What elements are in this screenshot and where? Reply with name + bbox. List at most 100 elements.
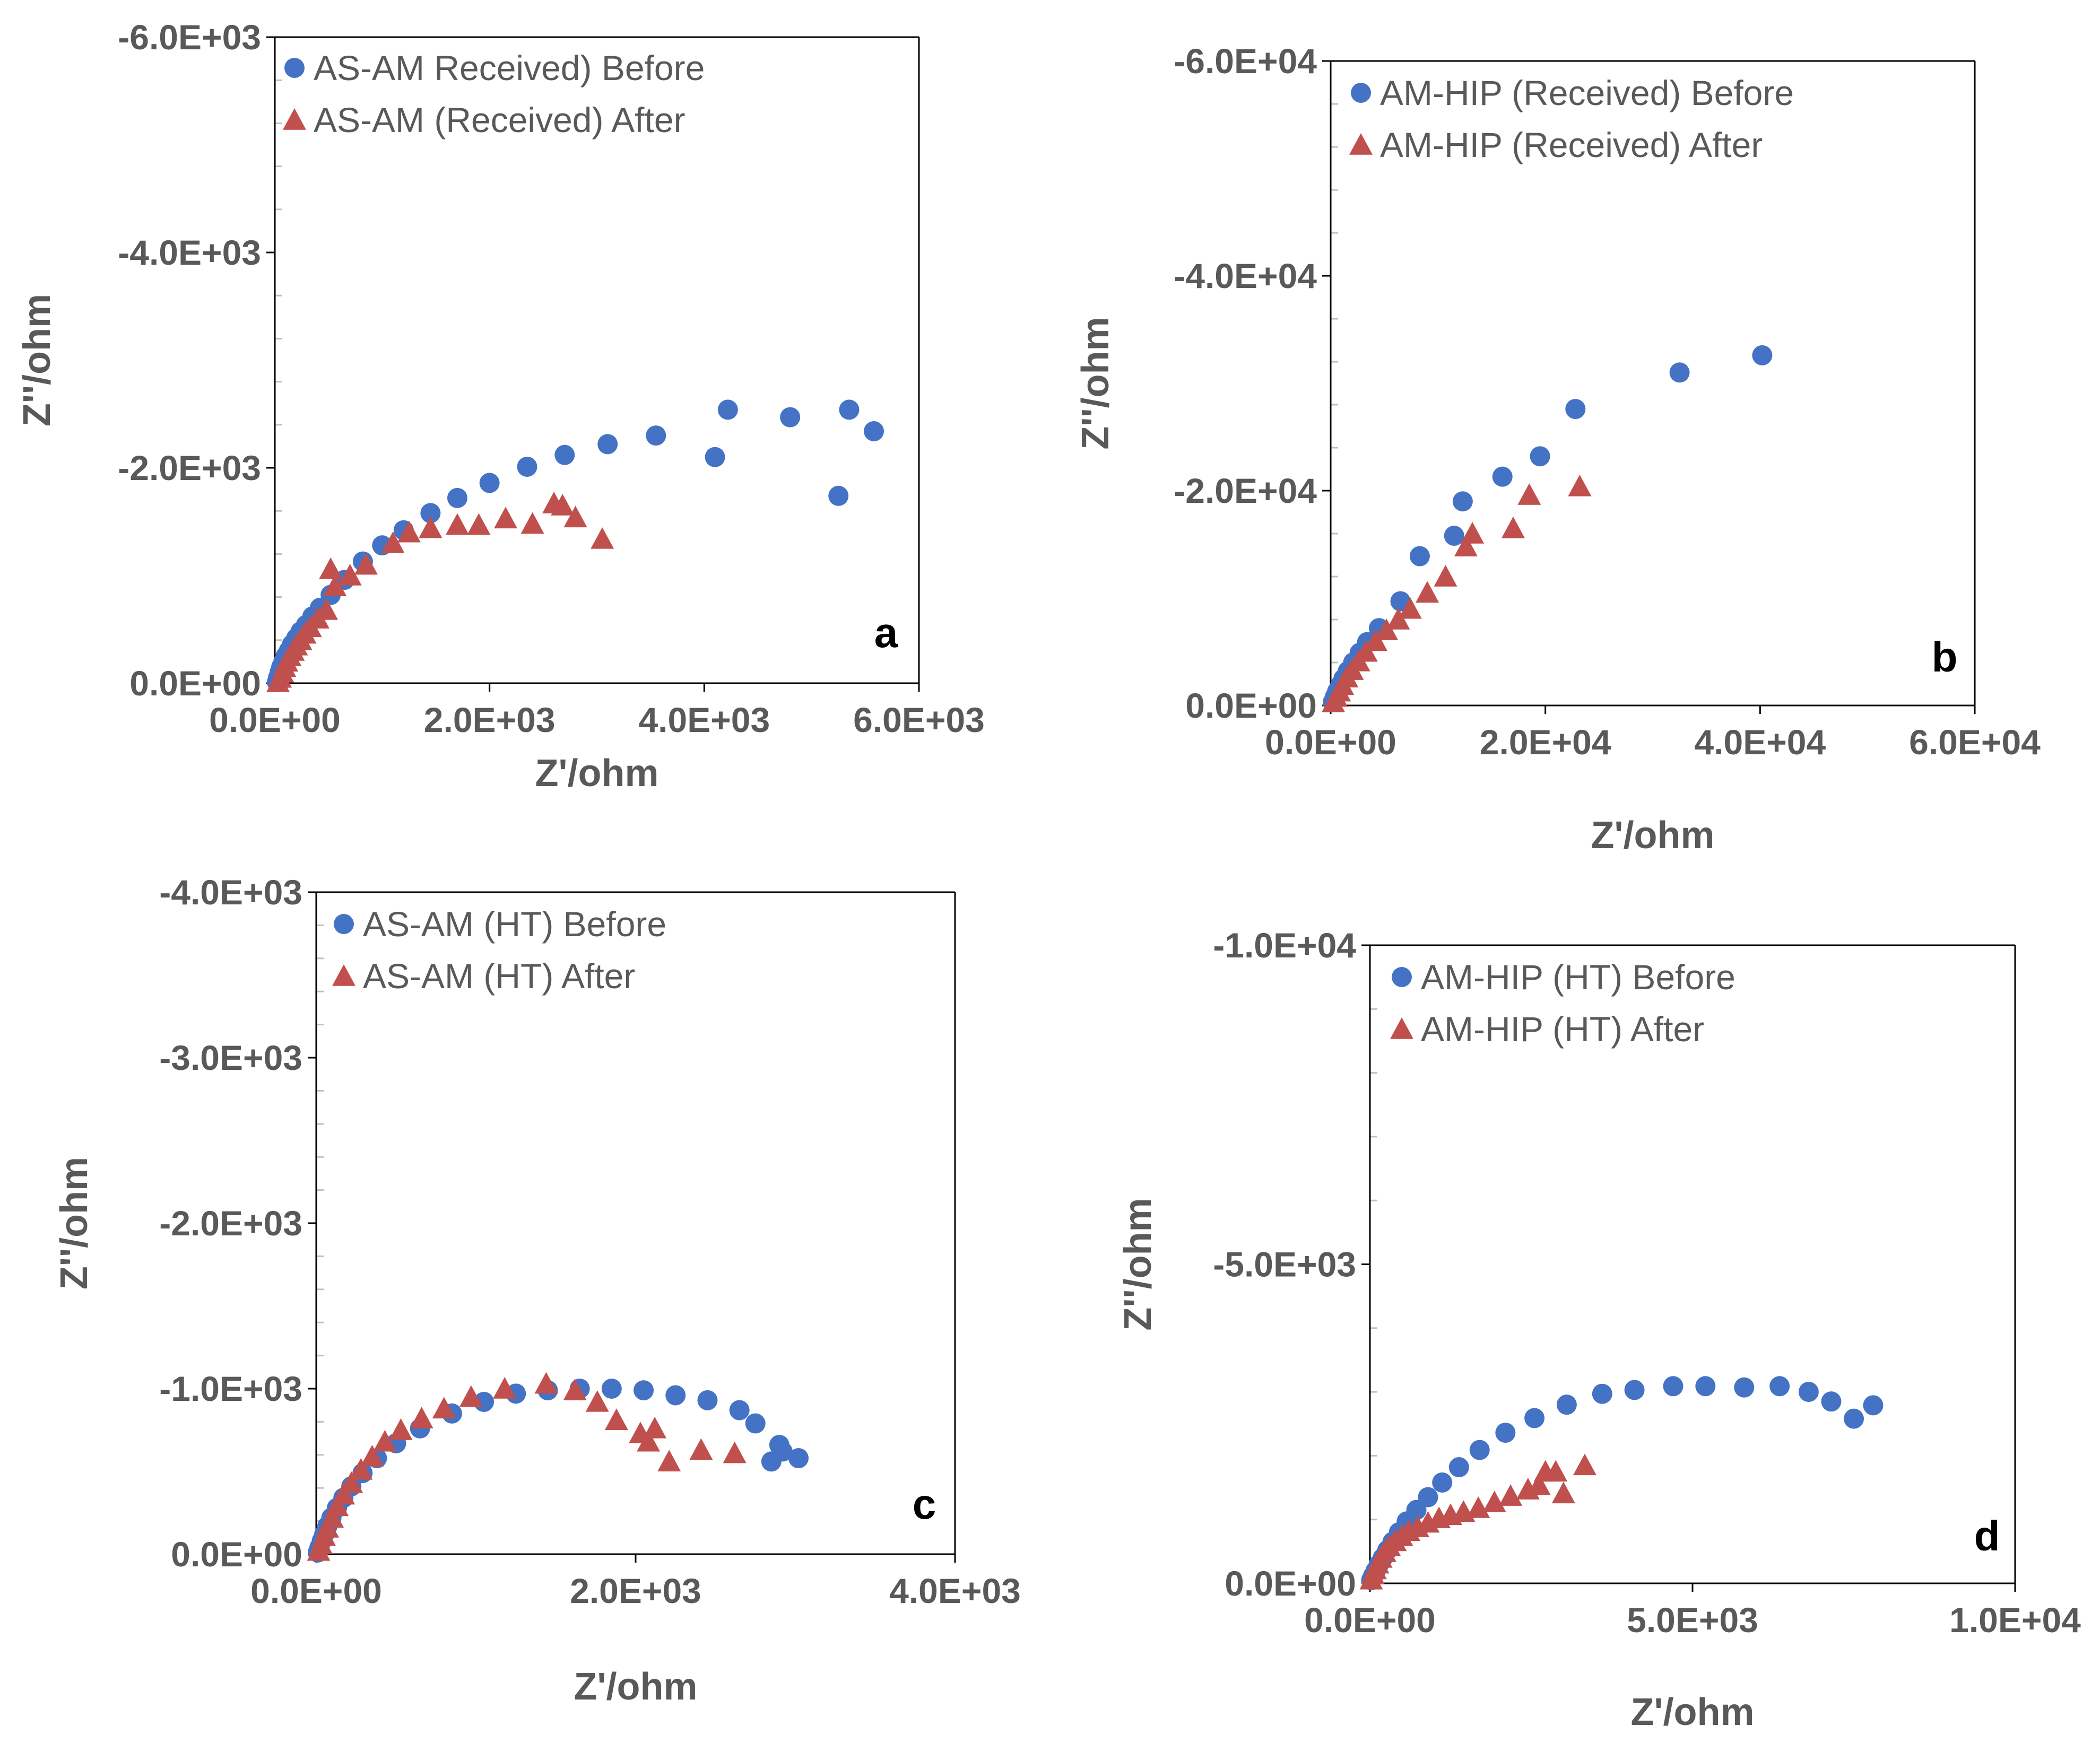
data-point [325, 1494, 349, 1517]
x-tick-label: 2.0E+03 [424, 700, 556, 739]
chart-panel-a: 0.0E+00 -2.0E+03 -4.0E+03 -6.0E+03 0.0E+00 2.… [16, 18, 985, 795]
data-point [1573, 1453, 1596, 1476]
legend-marker-before [334, 914, 354, 934]
legend-marker-after [1349, 133, 1373, 155]
data-point [601, 1379, 622, 1399]
data-point [1418, 1487, 1438, 1507]
data-point [389, 1418, 413, 1440]
data-point [338, 564, 362, 586]
data-point [360, 1444, 384, 1467]
data-point [315, 598, 339, 620]
data-point [493, 1377, 517, 1399]
data-point [1551, 1481, 1575, 1504]
data-point [705, 447, 725, 467]
data-point [1416, 581, 1439, 603]
data-point [1434, 565, 1457, 587]
y-tick-label: 0.0E+00 [171, 1535, 302, 1574]
data-point [554, 445, 575, 465]
data-point [467, 513, 491, 535]
data-point [697, 1390, 718, 1410]
y-tick-label: -4.0E+03 [159, 873, 302, 912]
data-point [637, 1430, 661, 1452]
data-point [745, 1413, 766, 1434]
x-tick-label: 4.0E+03 [889, 1571, 1021, 1610]
x-tick-label: 0.0E+00 [209, 700, 341, 739]
chart-panel-d: 0.0E+00 -5.0E+03 -1.0E+04 0.0E+00 5.0E+03 1.0… [1117, 926, 2081, 1733]
series-before [267, 399, 884, 692]
data-point [447, 487, 467, 508]
y-tick-label: 0.0E+00 [1185, 686, 1317, 725]
data-point [591, 527, 614, 549]
data-point [459, 1385, 483, 1407]
data-point [1466, 1496, 1490, 1518]
x-axis-title: Z'/ohm [1591, 814, 1714, 857]
x-tick-label: 6.0E+03 [853, 700, 985, 739]
data-point [1844, 1408, 1864, 1429]
series-before [1361, 1376, 1884, 1590]
x-tick-label: 4.0E+03 [638, 700, 770, 739]
legend-marker-before [1392, 967, 1412, 987]
data-point [604, 1408, 628, 1430]
data-point [373, 1430, 397, 1452]
y-tick-label: -2.0E+03 [118, 448, 261, 487]
y-tick-label: -3.0E+03 [159, 1038, 302, 1077]
data-point [1517, 483, 1541, 505]
data-point [643, 1416, 667, 1439]
data-point [1454, 535, 1478, 556]
data-point [534, 1372, 558, 1394]
legend-entry: AS-AM (HT) Before [363, 904, 666, 944]
data-point [788, 1448, 809, 1469]
legend-entry: AM-HIP (HT) After [1421, 1009, 1704, 1049]
y-tick-label: -6.0E+03 [118, 18, 261, 57]
data-point [410, 1407, 433, 1428]
data-point [1527, 1473, 1551, 1495]
data-point [1524, 1408, 1545, 1428]
data-point [717, 399, 738, 420]
y-tick-label: 0.0E+00 [1225, 1564, 1356, 1603]
data-point [1495, 1423, 1516, 1443]
data-point [563, 506, 587, 528]
data-point [1398, 597, 1422, 619]
data-point [381, 531, 405, 553]
x-tick-label: 5.0E+03 [1627, 1600, 1758, 1640]
data-point [563, 1379, 587, 1400]
y-axis-title: Z''/ohm [53, 1157, 96, 1289]
data-point [323, 574, 347, 596]
legend-entry: AS-AM Received) Before [314, 48, 705, 88]
data-point [1556, 1395, 1577, 1415]
x-axis-title: Z'/ohm [574, 1666, 697, 1708]
legend-entry: AS-AM (Received) After [314, 100, 685, 140]
data-point [432, 1397, 456, 1419]
legend-entry: AS-AM (HT) After [363, 956, 635, 996]
data-point [1386, 608, 1410, 630]
legend-marker-after [283, 108, 306, 130]
y-axis-title: Z''/ohm [1074, 317, 1117, 449]
data-point [1432, 1472, 1453, 1493]
data-point [634, 1380, 654, 1401]
panel-label: d [1974, 1512, 2000, 1559]
data-point [1592, 1383, 1612, 1404]
series-after [266, 491, 614, 692]
data-point [419, 516, 442, 538]
y-tick-label: -4.0E+04 [1174, 256, 1317, 295]
x-tick-label: 0.0E+00 [1304, 1600, 1436, 1640]
data-point [320, 1506, 344, 1528]
data-point [1469, 1440, 1490, 1460]
data-point [1769, 1376, 1790, 1397]
data-point [340, 1471, 363, 1493]
data-point [729, 1400, 750, 1420]
legend-marker-before [284, 58, 305, 78]
data-point [1565, 399, 1586, 420]
chart-panel-b: 0.0E+00 -2.0E+04 -4.0E+04 -6.0E+04 0.0E+00 2.… [1074, 41, 2041, 857]
data-point [597, 434, 618, 455]
y-tick-label: 0.0E+00 [129, 664, 261, 703]
data-point [665, 1385, 686, 1406]
x-tick-label: 0.0E+00 [1265, 722, 1396, 762]
panel-label: b [1932, 633, 1958, 681]
series-after [1359, 1453, 1596, 1590]
data-point [517, 456, 537, 477]
legend-marker-after [332, 964, 355, 986]
data-point [780, 407, 801, 428]
data-point [1444, 526, 1464, 546]
